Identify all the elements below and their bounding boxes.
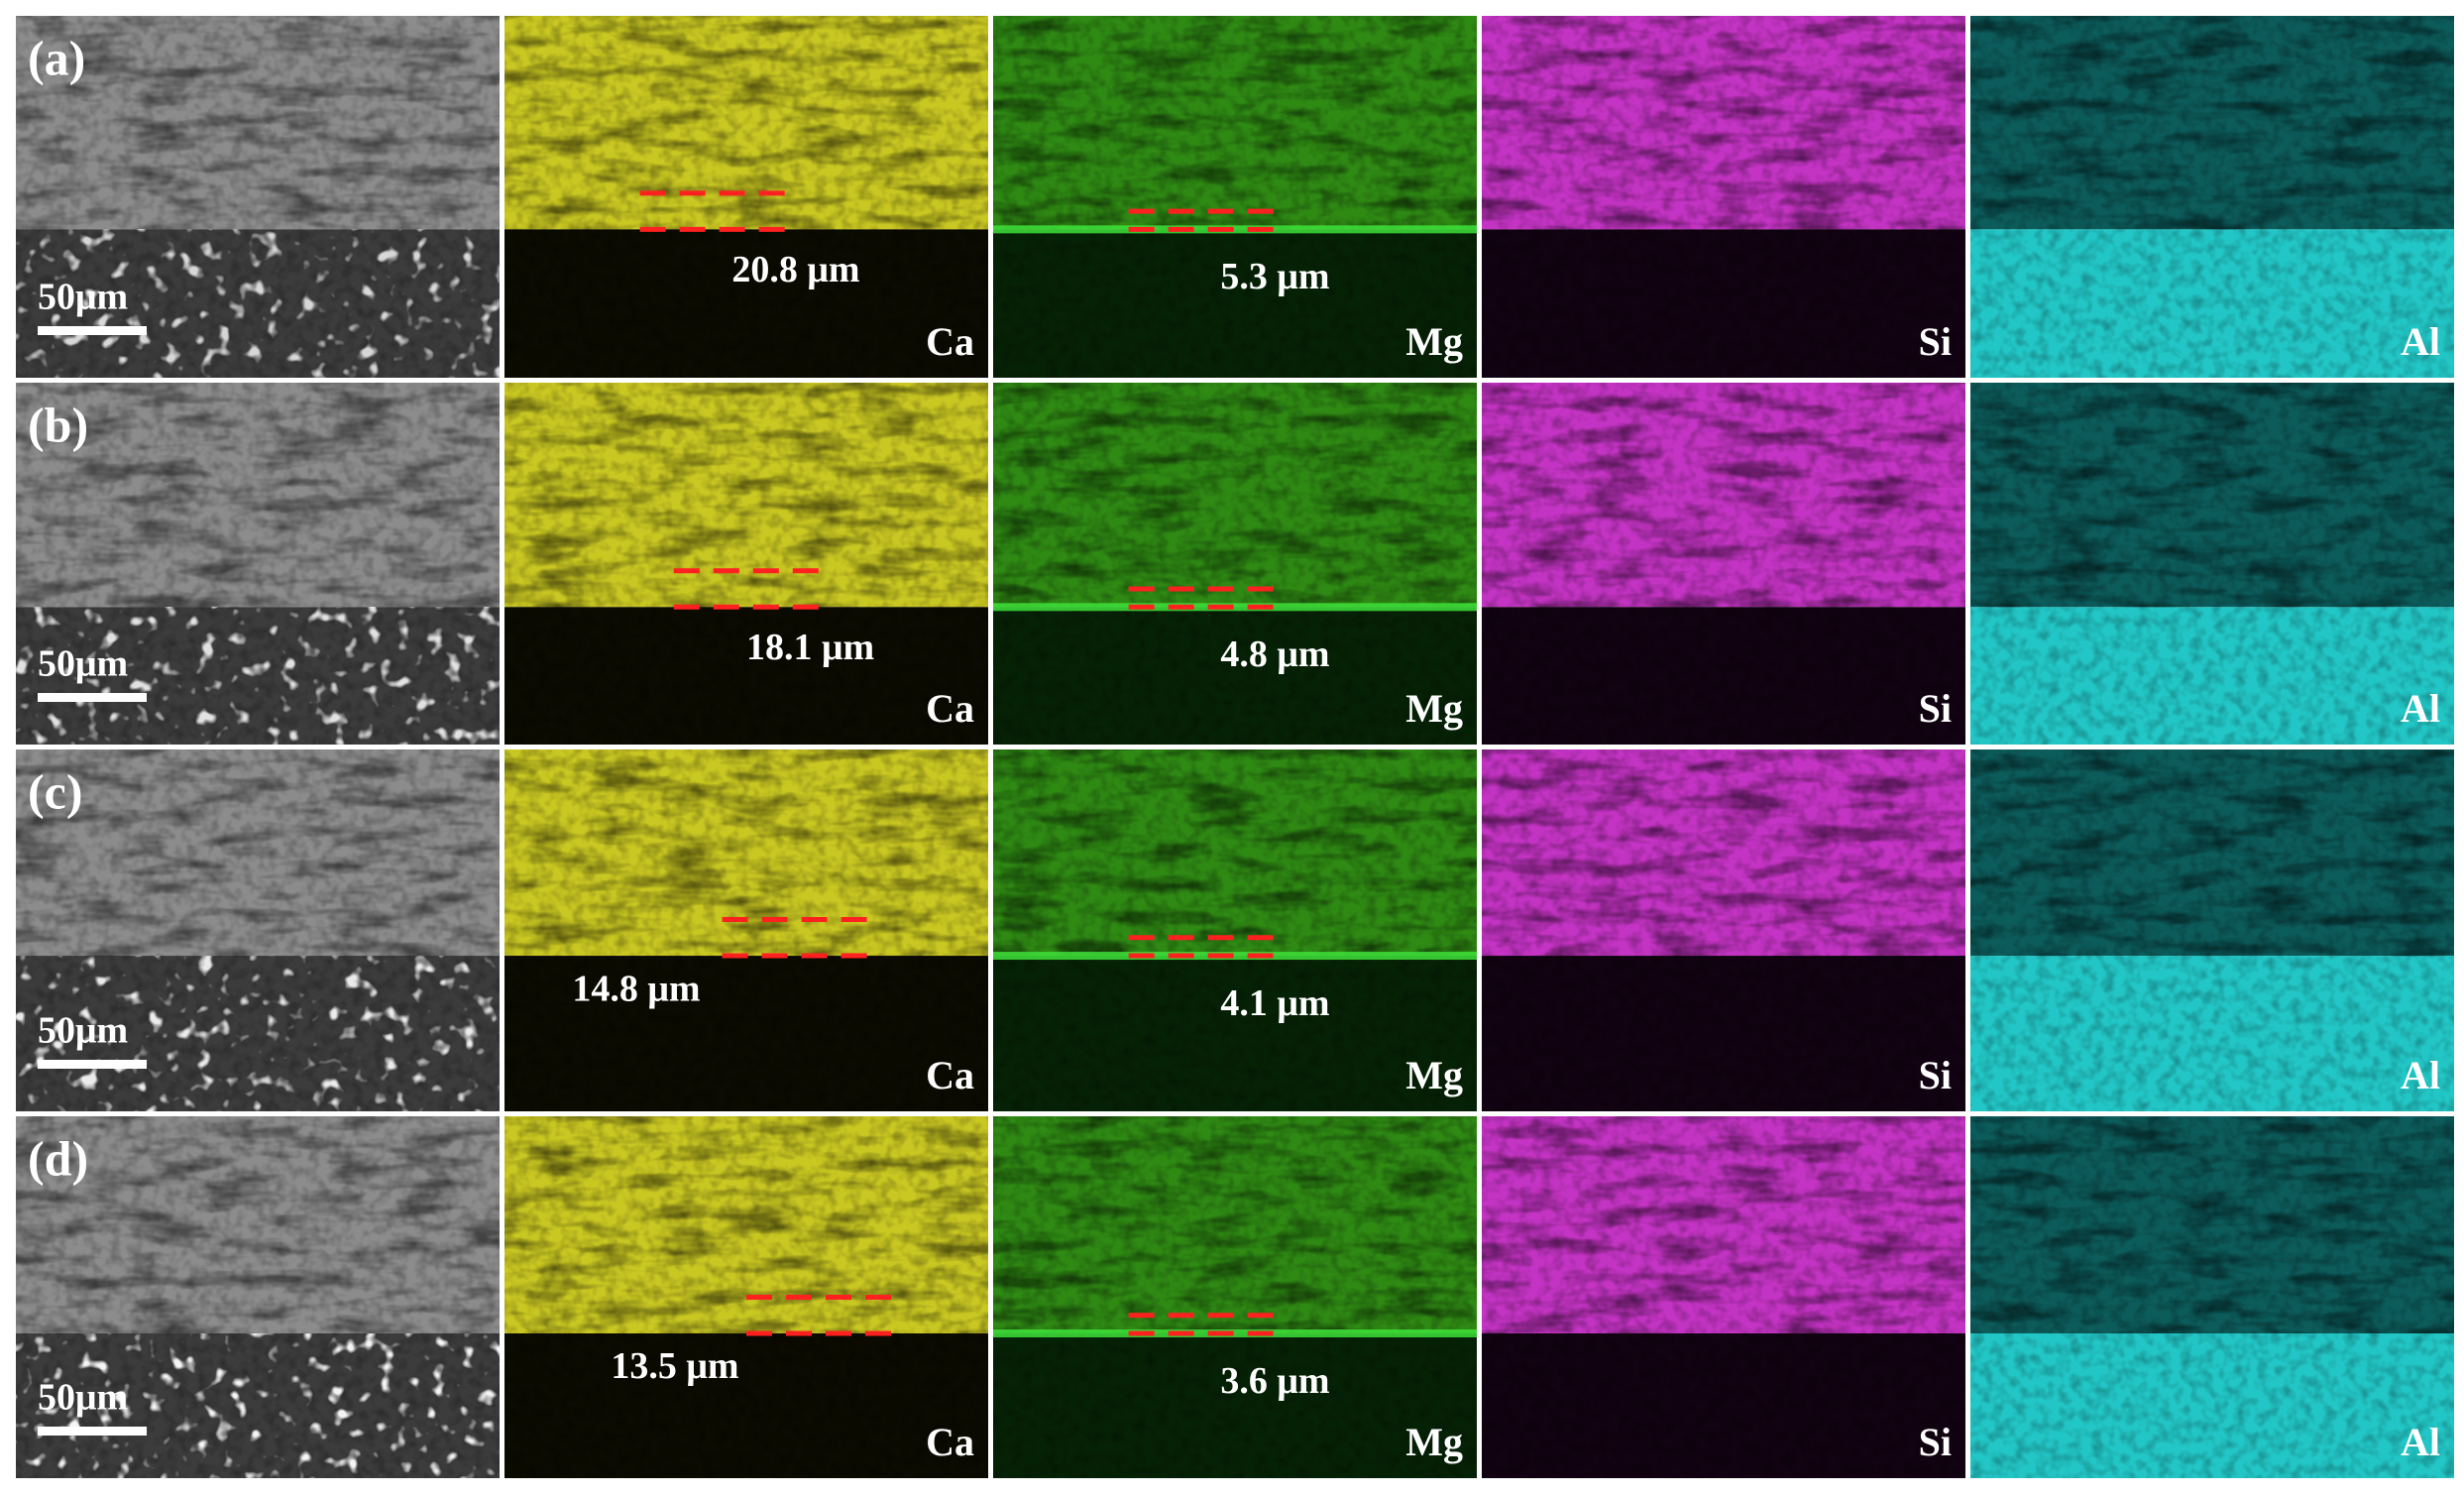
scale-bar-label: 50μm <box>38 277 128 318</box>
thickness-label: 14.8 μm <box>572 968 700 1009</box>
panel: Al <box>1970 16 2454 378</box>
texture <box>1970 383 2454 745</box>
element-label: Si <box>1919 1420 1952 1464</box>
thickness-label: 5.3 μm <box>1220 256 1329 297</box>
texture <box>1482 1116 1965 1478</box>
specks <box>16 229 500 378</box>
panel: Ca 14.8 μm <box>504 749 988 1111</box>
element-label: Ca <box>926 1420 974 1464</box>
scale-bar <box>38 326 147 335</box>
panel: Si <box>1482 749 1965 1111</box>
element-label: Si <box>1919 319 1952 364</box>
panel: Al <box>1970 749 2454 1111</box>
texture <box>993 383 1477 745</box>
panel: (b) 50μm <box>16 383 500 745</box>
texture <box>1970 749 2454 1111</box>
panel-label: (d) <box>28 1130 88 1186</box>
thickness-label: 13.5 μm <box>611 1345 738 1387</box>
panel: Ca 13.5 μm <box>504 1116 988 1478</box>
texture <box>504 383 988 745</box>
element-label: Mg <box>1405 686 1463 731</box>
panel: Mg 4.8 μm <box>993 383 1477 745</box>
panel: Mg 3.6 μm <box>993 1116 1477 1478</box>
interface-line <box>993 603 1477 612</box>
specks <box>16 607 500 745</box>
texture <box>993 749 1477 1111</box>
element-label: Si <box>1919 686 1952 731</box>
interface-line <box>993 952 1477 961</box>
element-label: Al <box>2401 686 2440 731</box>
element-label: Ca <box>926 319 974 364</box>
scale-bar <box>38 693 147 702</box>
thickness-label: 4.1 μm <box>1220 982 1329 1024</box>
panel: Al <box>1970 1116 2454 1478</box>
thickness-label: 4.8 μm <box>1220 633 1329 675</box>
scale-bar-label: 50μm <box>38 643 128 685</box>
texture <box>504 16 988 378</box>
thickness-label: 20.8 μm <box>731 249 859 290</box>
panel: Al <box>1970 383 2454 745</box>
scale-bar-label: 50μm <box>38 1010 128 1052</box>
scale-bar-label: 50μm <box>38 1377 128 1419</box>
panel-label: (b) <box>28 397 88 452</box>
specks <box>16 956 500 1111</box>
panel-label: (c) <box>28 763 83 819</box>
texture <box>504 749 988 1111</box>
element-label: Mg <box>1405 319 1463 364</box>
texture <box>1482 383 1965 745</box>
panel: Si <box>1482 16 1965 378</box>
element-label: Ca <box>926 1053 974 1097</box>
panel: (a) 50μm <box>16 16 500 378</box>
texture <box>1970 16 2454 378</box>
element-label: Si <box>1919 1053 1952 1097</box>
element-label: Mg <box>1405 1420 1463 1464</box>
thickness-label: 18.1 μm <box>746 627 874 668</box>
texture <box>1482 749 1965 1111</box>
element-label: Mg <box>1405 1053 1463 1097</box>
panel: Ca 20.8 μm <box>504 16 988 378</box>
texture <box>993 16 1477 378</box>
element-label: Ca <box>926 686 974 731</box>
element-label: Al <box>2401 1053 2440 1097</box>
thickness-label: 3.6 μm <box>1220 1360 1329 1402</box>
element-label: Al <box>2401 1420 2440 1464</box>
panel: Si <box>1482 1116 1965 1478</box>
panel: Ca 18.1 μm <box>504 383 988 745</box>
panel: (c) 50μm <box>16 749 500 1111</box>
interface-line <box>993 1329 1477 1337</box>
panel-label: (a) <box>28 30 85 85</box>
texture <box>1970 1116 2454 1478</box>
scale-bar <box>38 1427 147 1436</box>
texture <box>1482 16 1965 378</box>
element-label: Al <box>2401 319 2440 364</box>
panel: Si <box>1482 383 1965 745</box>
panel: (d) 50μm <box>16 1116 500 1478</box>
specks <box>16 1333 500 1478</box>
interface-line <box>993 225 1477 234</box>
texture <box>993 1116 1477 1478</box>
scale-bar <box>38 1060 147 1069</box>
panel: Mg 4.1 μm <box>993 749 1477 1111</box>
panel: Mg 5.3 μm <box>993 16 1477 378</box>
